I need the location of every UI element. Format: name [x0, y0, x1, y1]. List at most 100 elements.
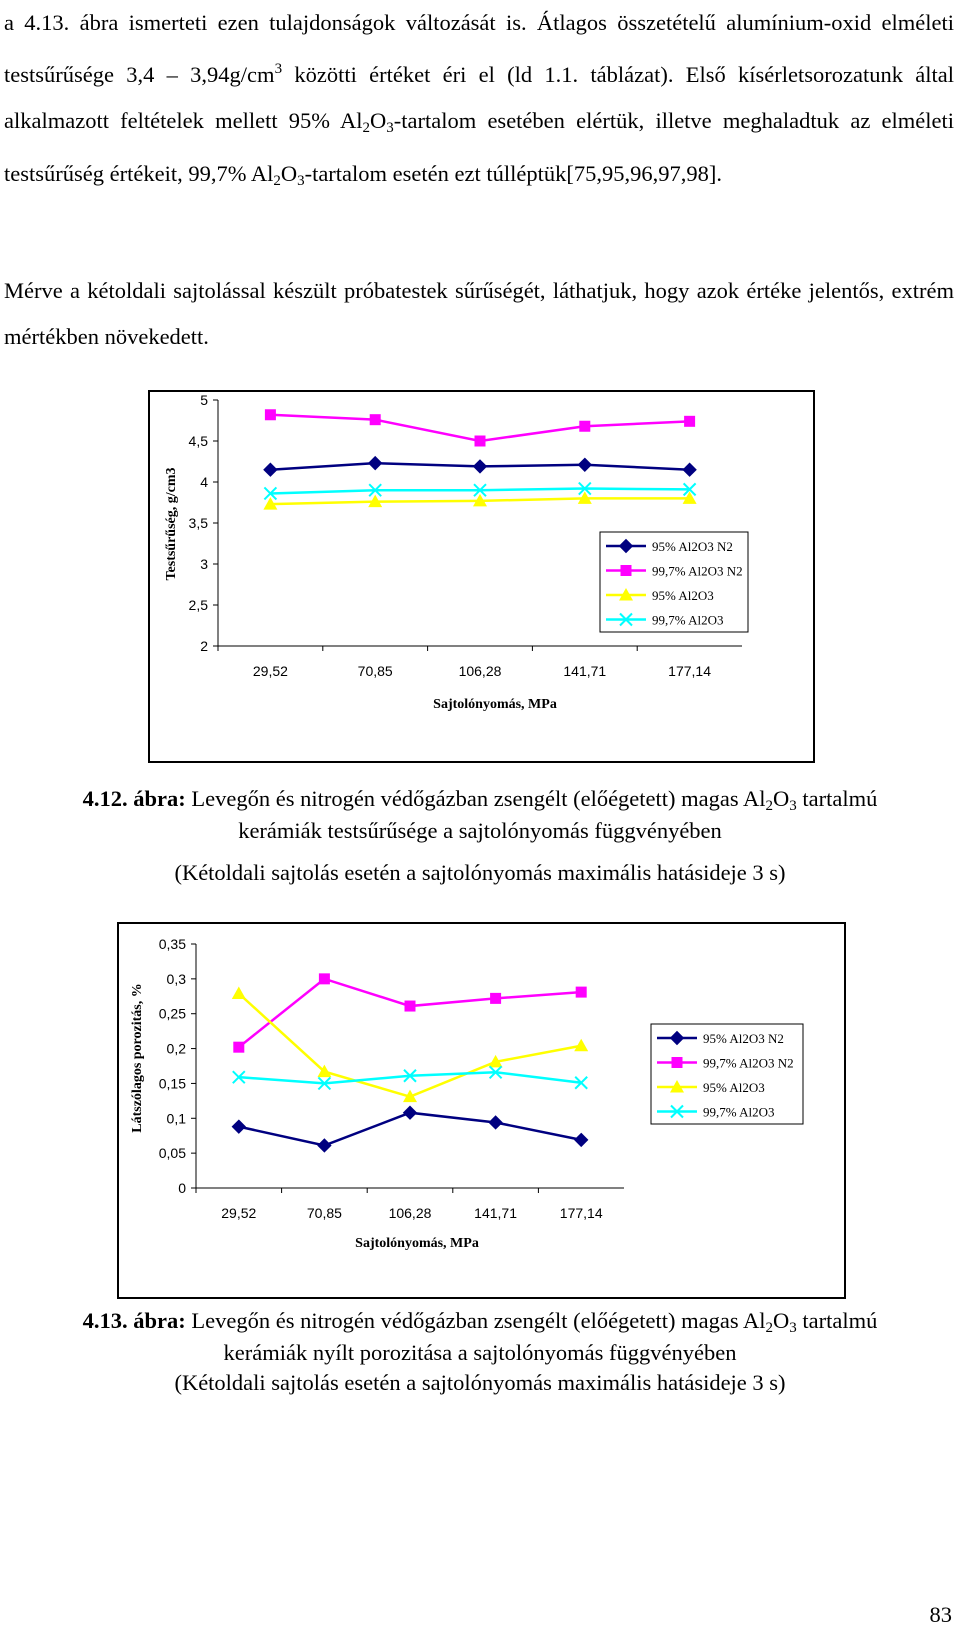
para1-text: O [280, 161, 298, 186]
data-point [403, 1069, 417, 1083]
series-line [238, 1071, 582, 1085]
data-point [402, 1105, 418, 1120]
figure-caption-4-12: 4.12. ábra: Levegőn és nitrogén védőgázb… [0, 784, 960, 821]
x-tick-label: 29,52 [221, 1205, 256, 1221]
y-tick-label: 3 [200, 556, 208, 572]
figure-caption-4-13: 4.13. ábra: Levegőn és nitrogén védőgázb… [0, 1306, 960, 1343]
data-point [317, 1064, 332, 1078]
data-point [574, 1038, 589, 1052]
data-point [263, 497, 278, 510]
data-point-stroke [368, 483, 382, 497]
para1-text: közötti értéket éri el (ld 1.1. táblázat… [4, 62, 955, 133]
x-tick-label: 29,52 [253, 663, 288, 679]
caption-label: 4.13. ábra: [82, 1308, 186, 1333]
data-point [488, 1054, 503, 1068]
data-point [404, 1000, 416, 1012]
series-3 [231, 986, 589, 1103]
legend-marker [619, 612, 633, 627]
data-point [473, 493, 487, 507]
y-tick-label: 2,5 [189, 597, 209, 613]
y-tick-label: 0,05 [159, 1145, 186, 1161]
series-1 [231, 1105, 589, 1153]
data-point-stroke [473, 483, 487, 497]
para1-text: -tartalom esetén ezt túlléptük[75,95,96,… [304, 161, 722, 186]
para1-text: a 4.13. ábra ismerteti ezen tulajdonságo… [4, 10, 954, 87]
data-point [488, 1065, 503, 1079]
data-point [682, 491, 697, 504]
data-point [263, 462, 278, 477]
data-point [369, 414, 381, 426]
figure-caption-4-12-line2: kerámiák testsűrűsége a sajtolónyomás fü… [238, 818, 722, 843]
y-tick-label: 0,15 [159, 1075, 186, 1091]
legend-label: 95% Al2O3 N2 [652, 539, 733, 554]
data-point [403, 1089, 417, 1103]
data-point [367, 455, 383, 471]
subscript: 2 [362, 120, 371, 136]
subscript: 3 [789, 798, 797, 814]
data-point [472, 459, 488, 474]
series-4 [263, 481, 697, 501]
para1-text: O [370, 108, 387, 133]
y-tick-label: 5 [200, 392, 208, 408]
y-tick-label: 4 [200, 474, 208, 490]
x-axis-title: Sajtolónyomás, MPa [433, 697, 557, 712]
legend-label: 99,7% Al2O3 N2 [703, 1056, 794, 1071]
body-paragraph-1: a 4.13. ábra ismerteti ezen tulajdonságo… [4, 0, 954, 204]
data-point-stroke [488, 1065, 503, 1079]
legend-marker-stroke [619, 612, 633, 627]
data-point [682, 462, 697, 477]
legend-label: 99,7% Al2O3 N2 [652, 564, 743, 579]
legend-label: 95% Al2O3 N2 [703, 1031, 784, 1046]
subscript: 2 [273, 173, 281, 189]
data-point-stroke [578, 481, 592, 496]
series-2 [233, 973, 587, 1053]
data-point [578, 481, 592, 496]
caption-text: O [773, 1308, 790, 1333]
subscript: 3 [297, 173, 305, 189]
superscript: 3 [274, 61, 283, 77]
data-point [264, 409, 276, 421]
data-point [684, 415, 696, 427]
y-tick-label: 2 [200, 638, 208, 654]
x-tick-label: 177,14 [560, 1205, 603, 1221]
series-3 [263, 491, 697, 510]
figure-caption-4-13-line2: kerámiák nyílt porozitása a sajtolónyomá… [223, 1340, 737, 1365]
body-paragraph-2: Mérve a kétoldali sajtolással készült pr… [4, 278, 954, 349]
data-point [682, 482, 697, 497]
figure-caption-4-13-line3: (Kétoldali sajtolás esetén a sajtolónyom… [174, 1370, 786, 1395]
caption-label: 4.12. ábra: [82, 786, 186, 811]
data-point [575, 986, 587, 998]
data-point [577, 457, 593, 472]
caption-text: tartalmú [796, 1308, 878, 1333]
y-tick-label: 0,2 [167, 1041, 187, 1057]
data-point [317, 1076, 332, 1091]
series-2 [264, 409, 696, 447]
legend-marker [620, 565, 632, 576]
x-tick-label: 70,85 [307, 1205, 342, 1221]
y-tick-label: 3,5 [189, 515, 209, 531]
figure-caption-4-12-line3: (Kétoldali sajtolás esetén a sajtolónyom… [174, 860, 786, 885]
subscript: 3 [386, 120, 394, 136]
y-axis-title: Látszólagos porozitás, % [130, 983, 145, 1132]
y-tick-label: 4,5 [189, 433, 209, 449]
x-tick-label: 141,71 [563, 663, 606, 679]
data-point-stroke [574, 1076, 588, 1090]
data-point [233, 1041, 245, 1053]
y-tick-label: 0,25 [159, 1006, 186, 1022]
data-point [263, 486, 278, 501]
caption-text: tartalmú [796, 786, 878, 811]
x-tick-label: 106,28 [459, 663, 502, 679]
y-tick-label: 0,35 [159, 936, 186, 952]
series-line [238, 977, 582, 1049]
data-point [490, 992, 502, 1004]
porosity-chart-svg: 0,35 0,3 0,25 0,2 0,15 0,1 0,05 0 29,52 70,85 106,… [130, 936, 804, 1251]
data-point [574, 1076, 588, 1090]
legend-label: 95% Al2O3 [652, 588, 714, 603]
data-point [488, 1115, 503, 1130]
caption-text: Levegőn és nitrogén védőgázban zsengélt … [185, 786, 766, 811]
legend-marker-stroke [670, 1104, 684, 1119]
data-point [232, 1070, 246, 1084]
data-point [231, 1119, 247, 1134]
y-axis-title: Testsűrűség, g/cm3 [164, 467, 179, 580]
x-tick-label: 141,71 [474, 1205, 517, 1221]
